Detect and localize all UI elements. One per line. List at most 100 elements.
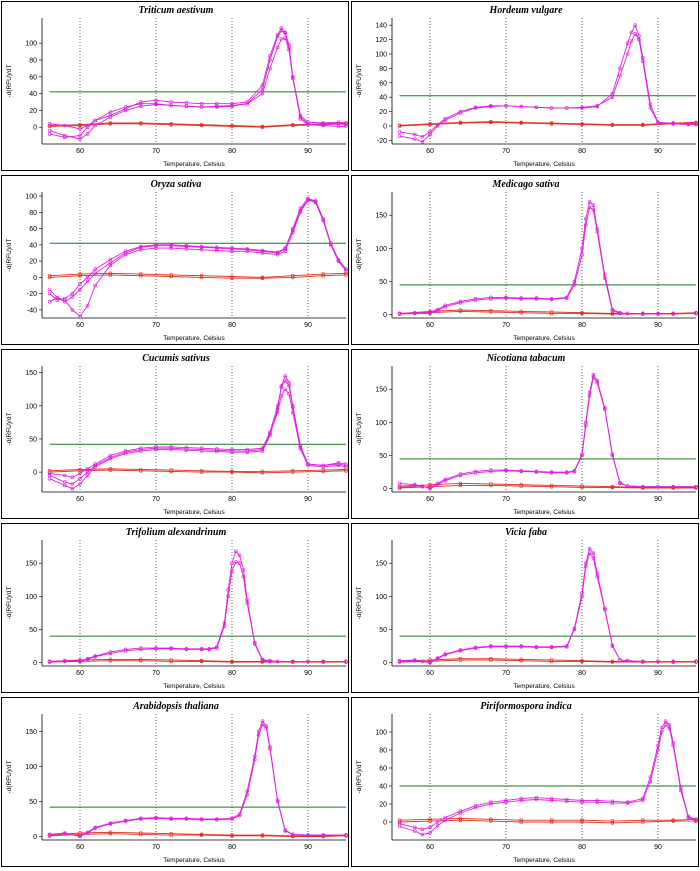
sample-point	[420, 832, 425, 837]
sample-point	[62, 831, 67, 836]
sample-point	[572, 469, 577, 473]
y-axis-label: -d(RFU)/dT	[356, 239, 363, 272]
y-axis-label: -d(RFU)/dT	[6, 587, 13, 620]
x-axis-label: Temperature, Celsius	[513, 857, 575, 864]
x-tick-label: 70	[502, 322, 510, 329]
sample-point	[139, 647, 143, 652]
sample-point	[260, 446, 265, 450]
sample-point	[313, 199, 318, 204]
sample-point	[154, 243, 158, 247]
sample-point	[62, 480, 67, 484]
chart-svg: Trifolium alexandrinum 60 70 80 90 0 50 100 150 T…	[6, 527, 348, 690]
sample-point	[504, 798, 508, 803]
sample-point	[85, 470, 90, 474]
sample-point	[625, 484, 630, 488]
sample-point	[306, 833, 310, 837]
y-axis-label: -d(RFU)/dT	[6, 65, 13, 98]
control-point	[199, 122, 204, 127]
sample-point	[290, 228, 295, 233]
y-tick-label: 100	[25, 194, 37, 201]
sample-point	[70, 308, 75, 312]
y-axis-label: -d(RFU)/dT	[356, 65, 363, 98]
x-tick-label: 60	[426, 322, 434, 329]
sample-point	[412, 132, 417, 137]
sample-point	[283, 378, 288, 383]
sample-point	[489, 644, 493, 648]
sample-point	[93, 123, 97, 128]
sample-point	[199, 446, 204, 450]
sample-point	[549, 796, 554, 801]
sample-point	[245, 247, 249, 251]
sample-point	[587, 205, 592, 210]
sample-point	[169, 103, 173, 108]
sample-point	[412, 137, 417, 141]
sample-point	[283, 387, 288, 392]
sample-point	[78, 137, 82, 141]
sample-point	[587, 546, 592, 551]
y-tick-label: 20	[379, 109, 387, 116]
sample-point	[47, 122, 52, 126]
sample-point	[62, 659, 67, 664]
sample-point	[108, 263, 113, 267]
sample-point	[184, 101, 189, 105]
control-point	[169, 469, 173, 474]
control-point	[428, 482, 432, 487]
sample-curve	[49, 198, 347, 301]
sample-point	[420, 659, 425, 664]
sample-point	[108, 113, 113, 118]
sample-point	[253, 642, 257, 646]
chart-svg: Triticum aestivum 60 70 80 90 0 20 40 60 80 100 Tem…	[6, 5, 348, 168]
sample-point	[443, 815, 447, 820]
sample-point	[580, 452, 584, 456]
sample-point	[435, 124, 440, 128]
y-tick-label: 40	[29, 242, 37, 249]
sample-point	[694, 122, 698, 127]
y-tick-label: 40	[379, 95, 387, 102]
sample-point	[321, 218, 326, 223]
sample-curve	[399, 724, 697, 836]
sample-point	[108, 821, 113, 825]
control-point	[260, 834, 265, 838]
sample-point	[78, 471, 82, 476]
sample-point	[93, 654, 97, 659]
chart-panel: Piriformospora indica 60 70 80 90 0 20 40 60 80 10…	[351, 697, 699, 867]
sample-point	[671, 311, 676, 316]
sample-point	[435, 656, 440, 660]
sample-curve	[49, 723, 346, 837]
sample-point	[519, 644, 523, 648]
sample-point	[397, 484, 402, 488]
sample-point	[290, 410, 295, 415]
sample-point	[264, 724, 269, 728]
control-curve	[49, 469, 347, 474]
sample-point	[473, 645, 478, 650]
x-tick-label: 90	[304, 148, 312, 155]
sample-point	[428, 485, 432, 490]
sample-curve	[399, 552, 696, 664]
sample-point	[78, 287, 82, 292]
sample-point	[397, 659, 402, 664]
sample-point	[169, 647, 173, 651]
y-tick-label: 100	[375, 52, 387, 59]
control-point	[344, 273, 348, 277]
sample-point	[184, 816, 189, 821]
sample-point	[580, 253, 584, 257]
chart-svg: Nicotiana tabacum 60 70 80 90 0 50 100 150 Temper…	[356, 353, 698, 516]
sample-point	[428, 825, 432, 830]
y-tick-label: 60	[29, 226, 37, 233]
sample-point	[656, 743, 660, 748]
sample-point	[549, 470, 554, 474]
sample-point	[234, 549, 238, 554]
sample-point	[336, 124, 341, 129]
sample-point	[443, 652, 447, 656]
sample-point	[671, 659, 676, 664]
x-tick-label: 80	[578, 496, 586, 503]
sample-point	[625, 800, 630, 804]
y-axis-label: -d(RFU)/dT	[356, 587, 363, 620]
sample-point	[549, 645, 554, 649]
sample-point	[625, 41, 630, 46]
sample-point	[336, 120, 341, 124]
sample-point	[70, 291, 75, 296]
sample-point	[306, 197, 310, 202]
control-point	[519, 658, 523, 663]
sample-curve	[399, 547, 696, 663]
